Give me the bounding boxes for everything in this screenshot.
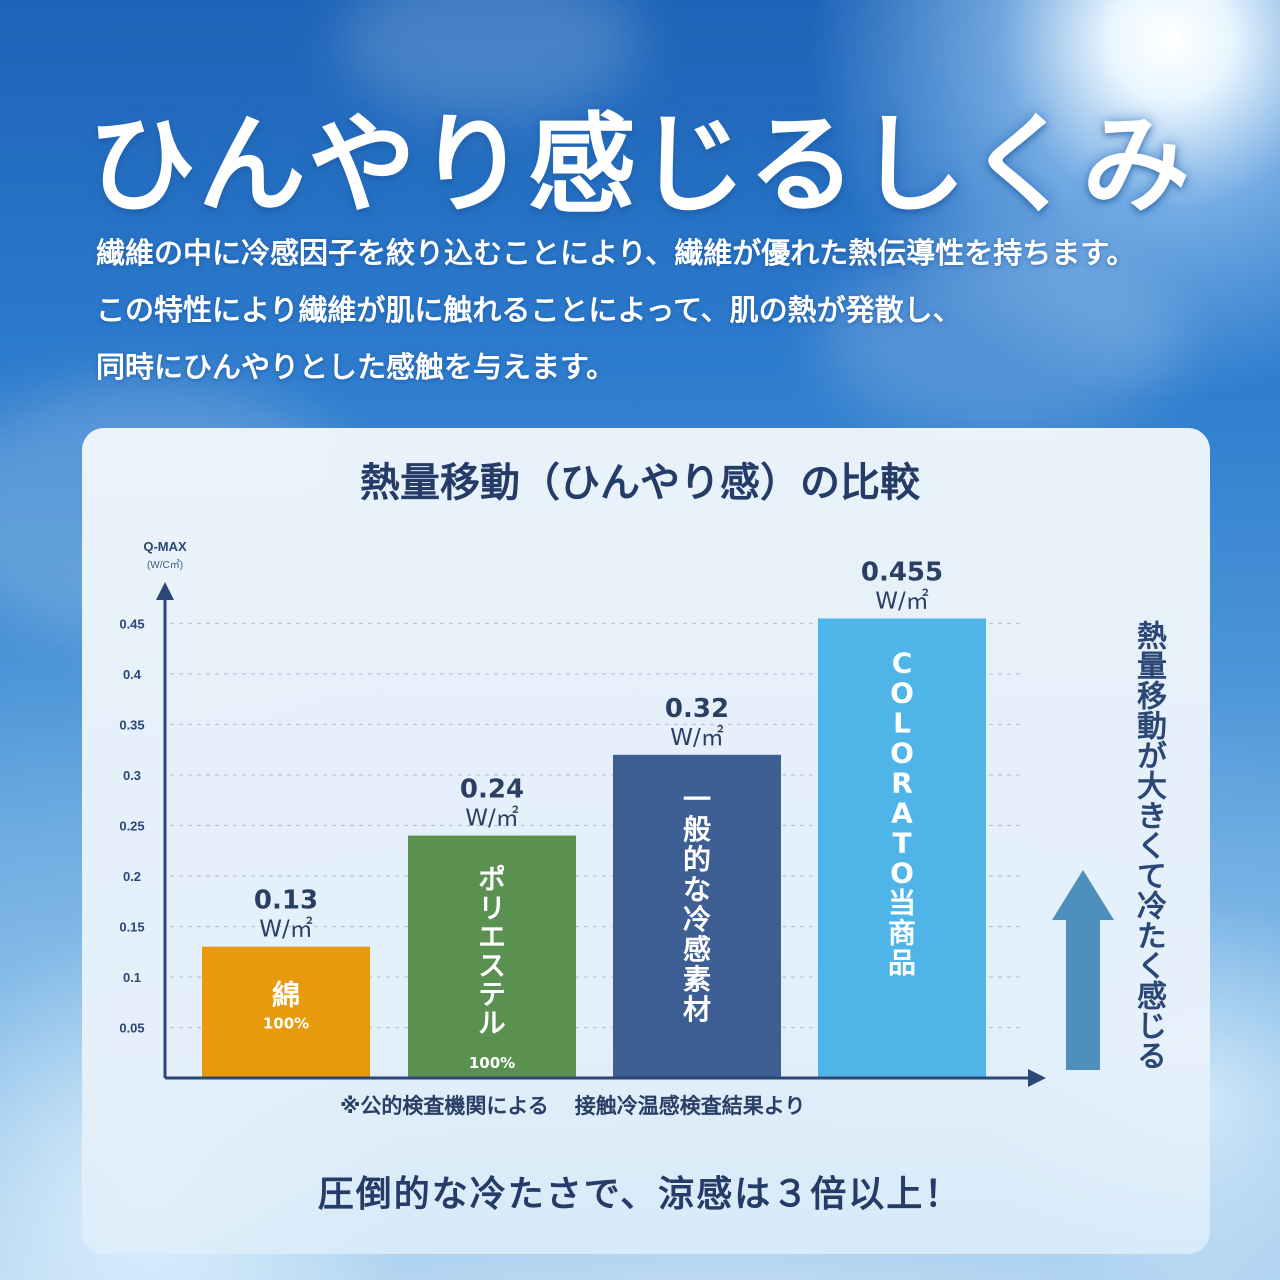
x-axis-arrowhead xyxy=(1028,1069,1046,1087)
y-tick-labels: 0.05 0.1 0.15 0.2 0.25 0.3 0.35 0.4 0.45 xyxy=(119,617,144,1036)
tagline: 圧倒的な冷たさで、涼感は３倍以上！ xyxy=(317,1174,963,1215)
y-axis-arrowhead xyxy=(156,582,174,600)
bar-category-label: C O L O R A T O 当商品 xyxy=(888,646,916,979)
bar-unit-label: W/㎡ xyxy=(465,806,519,832)
chart-title: 熱量移動（ひんやり感）の比較 xyxy=(360,460,920,506)
y-tick-label: 0.4 xyxy=(123,667,142,682)
up-arrow-icon xyxy=(1052,870,1114,1070)
bar-value-label: 0.13 xyxy=(254,886,318,916)
bar xyxy=(202,946,370,1078)
footnote: ※公的検査機関による 接触冷温感検査結果より xyxy=(340,1090,805,1120)
y-tick-label: 0.2 xyxy=(123,869,141,884)
intro-line-1: 繊維の中に冷感因子を絞り込むことにより、繊維が優れた熱伝導性を持ちます。 xyxy=(96,236,1136,270)
footnote-part-2: 接触冷温感検査結果より xyxy=(574,1094,806,1118)
y-tick-label: 0.1 xyxy=(123,970,141,985)
mist-cloud xyxy=(820,250,1180,430)
y-tick-label: 0.35 xyxy=(119,718,144,733)
bar-unit-label: W/㎡ xyxy=(259,917,313,943)
bar-unit-label: W/㎡ xyxy=(670,725,724,751)
gridlines xyxy=(170,622,1020,1029)
bar-value-label: 0.455 xyxy=(861,557,943,587)
headline: ひんやり感じるしくみ xyxy=(87,103,1193,228)
intro-line-3: 同時にひんやりとした感触を与えます。 xyxy=(96,350,616,384)
bar xyxy=(613,754,781,1078)
intro-line-2: この特性により繊維が肌に触れることによって、肌の熱が発散し、 xyxy=(96,293,962,327)
side-note: 熱量移動が大きくて冷たく感じる xyxy=(1131,620,1166,1070)
y-axis-label: Q-MAX xyxy=(143,539,187,554)
bar-category-label: 一般的な冷感素材 xyxy=(683,783,711,1026)
bar-category-label: ポリエステル xyxy=(478,865,505,1040)
bars: 0.13W/㎡綿100%0.24W/㎡ポリエステル100%0.32W/㎡一般的な… xyxy=(202,557,986,1078)
y-tick-label: 0.3 xyxy=(123,768,141,783)
bar-category-label: 綿 xyxy=(272,979,300,1012)
bar-value-label: 0.32 xyxy=(665,694,729,724)
y-axis-unit: (W/C㎡) xyxy=(147,559,183,571)
y-tick-label: 0.15 xyxy=(119,920,144,935)
bar-sub-label: 100% xyxy=(263,1015,309,1033)
bar-sub-label: 100% xyxy=(469,1054,515,1072)
bar xyxy=(818,618,986,1078)
y-tick-label: 0.25 xyxy=(119,819,144,834)
y-tick-label: 0.45 xyxy=(119,617,144,632)
footnote-part-1: ※公的検査機関による xyxy=(340,1094,549,1118)
bar-value-label: 0.24 xyxy=(460,775,524,805)
bar-unit-label: W/㎡ xyxy=(875,588,929,614)
y-tick-label: 0.05 xyxy=(119,1021,144,1036)
bar xyxy=(408,835,576,1078)
